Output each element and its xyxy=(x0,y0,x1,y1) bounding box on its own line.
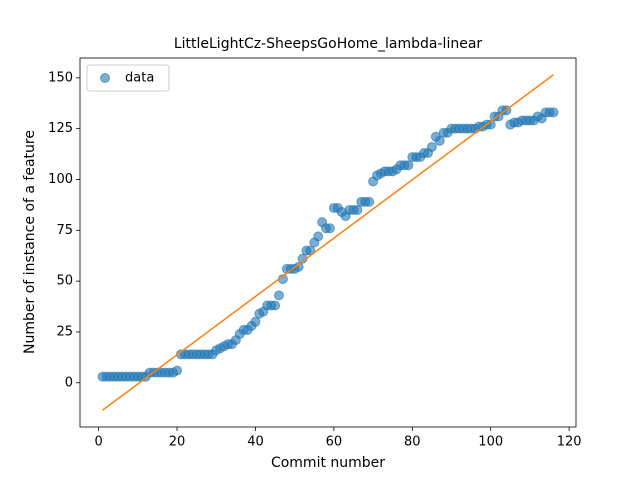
x-tick-label: 40 xyxy=(247,435,264,450)
data-point xyxy=(352,204,363,215)
data-point xyxy=(548,107,559,118)
data-point xyxy=(364,196,375,207)
x-tick-label: 80 xyxy=(404,435,421,450)
chart-title: LittleLightCz-SheepsGoHome_lambda-linear xyxy=(174,36,483,52)
data-point xyxy=(172,365,183,376)
x-tick-label: 120 xyxy=(557,435,582,450)
y-axis-label: Number of instance of a feature xyxy=(22,130,38,354)
legend-label: data xyxy=(125,71,154,86)
x-tick-label: 0 xyxy=(94,435,102,450)
y-tick-label: 0 xyxy=(65,375,73,390)
y-tick-label: 75 xyxy=(56,223,73,238)
x-axis-label: Commit number xyxy=(271,455,385,471)
data-point xyxy=(434,135,445,146)
y-tick-label: 50 xyxy=(56,274,73,289)
plot-frame xyxy=(79,57,577,428)
fit-line xyxy=(102,74,554,411)
legend-box xyxy=(86,64,170,92)
legend-marker xyxy=(100,73,110,83)
data-point xyxy=(270,300,281,311)
y-tick-label: 125 xyxy=(48,121,73,136)
x-tick-label: 60 xyxy=(326,435,343,450)
data-point xyxy=(313,231,324,242)
y-tick-label: 150 xyxy=(48,70,73,85)
y-tick-label: 100 xyxy=(48,172,73,187)
data-point xyxy=(273,290,284,301)
x-tick-label: 100 xyxy=(478,435,503,450)
data-point xyxy=(324,223,335,234)
x-tick-label: 20 xyxy=(169,435,186,450)
y-tick-label: 25 xyxy=(56,324,73,339)
data-point xyxy=(426,141,437,152)
data-point xyxy=(250,316,261,327)
data-point xyxy=(403,160,414,171)
